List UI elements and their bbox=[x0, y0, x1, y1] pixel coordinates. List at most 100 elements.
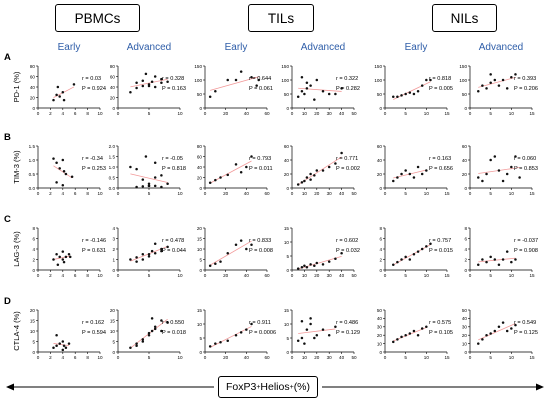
panel-0-0-ytick-label-2: 40 bbox=[30, 85, 36, 90]
panel-3-0-point-7 bbox=[55, 333, 58, 337]
panel-1-5-xtick-label-2: 10 bbox=[509, 191, 515, 196]
panel-0-0-ytick-label-3: 60 bbox=[30, 74, 36, 79]
panel-3-4-xtick-label-3: 15 bbox=[444, 355, 450, 360]
panel-0-4-p-value: P = 0.005 bbox=[429, 86, 453, 92]
panel-2-0-xtick-label-3: 6 bbox=[74, 273, 77, 278]
panel-3-5-point-6 bbox=[501, 321, 505, 324]
panel-1-5-xtick-label-0: 0 bbox=[469, 191, 472, 196]
panel-2-4-xtick-label-0: 0 bbox=[384, 273, 387, 278]
panel-3-1-point-5 bbox=[153, 325, 157, 329]
panel-1-0-point-0 bbox=[52, 157, 55, 160]
panel-3-2-xtick-label-0: 0 bbox=[204, 355, 207, 360]
panel-1-3-ytick-label-0: 0 bbox=[286, 186, 289, 191]
panel-1-2-point-5 bbox=[239, 171, 243, 174]
panel-2-3-point-9 bbox=[334, 257, 337, 261]
panel-0-4-ytick-label-2: 100 bbox=[374, 78, 382, 83]
panel-1-4-point-6 bbox=[416, 165, 420, 169]
panel-2-4-point-2 bbox=[400, 258, 403, 261]
panel-3-3-point-10 bbox=[300, 319, 304, 323]
panel-2-2-point-4 bbox=[234, 243, 238, 247]
panel-0-4-ytick-label-1: 50 bbox=[377, 92, 383, 97]
panel-0-0-point-1 bbox=[55, 93, 58, 97]
arrow-head-left bbox=[6, 383, 14, 391]
panel-1-3-xtick-label-0: 0 bbox=[291, 191, 294, 196]
panel-3-1-point-0 bbox=[129, 346, 132, 350]
panel-1-5-p-value: P = 0.853 bbox=[514, 166, 538, 172]
panel-1-2-xtick-label-1: 20 bbox=[223, 191, 229, 196]
panel-0-1-point-6 bbox=[160, 77, 163, 81]
panel-3-5-point-7 bbox=[505, 329, 509, 333]
panel-2-3-p-value: P = 0.032 bbox=[336, 248, 360, 254]
panel-2-2-point-6 bbox=[245, 247, 248, 251]
panel-2-3-xtick-label-1: 10 bbox=[302, 273, 308, 278]
panel-3-3-ytick-label-2: 10 bbox=[284, 322, 290, 327]
panel-3-5-xtick-label-2: 10 bbox=[509, 355, 515, 360]
panel-0-2-ytick-label-0: 0 bbox=[199, 106, 202, 111]
panel-2-5-ytick-label-0: 0 bbox=[464, 268, 467, 273]
panel-2-0-fit-line bbox=[53, 255, 71, 260]
panel-2-0-point-2 bbox=[58, 255, 61, 259]
panel-1-3-r-value: r = 0.771 bbox=[336, 156, 358, 162]
panel-3-2-p-value: P = 0.0006 bbox=[249, 330, 276, 336]
panel-3-2-fit-line bbox=[209, 326, 252, 348]
panel-0-4-point-9 bbox=[429, 78, 432, 82]
panel-2-5-ytick-label-3: 6 bbox=[464, 236, 467, 241]
panel-1-3-xtick-label-3: 30 bbox=[327, 191, 333, 196]
panel-1-0-xtick-label-5: 10 bbox=[97, 191, 103, 196]
group-label-tils: TILs bbox=[248, 4, 314, 32]
panel-1-3-xtick-label-1: 10 bbox=[302, 191, 308, 196]
panel-3-0-xtick-label-4: 8 bbox=[86, 355, 89, 360]
panel-3-1-point-2 bbox=[141, 340, 145, 343]
panel-1-5-xtick-label-1: 5 bbox=[489, 191, 492, 196]
panel-0-1-point-10 bbox=[153, 75, 157, 78]
panel-2-1-point-9 bbox=[147, 253, 151, 256]
panel-1-1-point-13 bbox=[144, 155, 148, 158]
panel-2-4-xtick-label-1: 5 bbox=[404, 273, 407, 278]
panel-2-5-point-8 bbox=[510, 260, 513, 264]
panel-3-3-point-1 bbox=[300, 336, 304, 340]
panel-0-5-r-value: r = 0.393 bbox=[514, 76, 536, 82]
panel-3-1-p-value: P = 0.018 bbox=[162, 330, 186, 336]
panel-3-1-xtick-label-2: 10 bbox=[177, 355, 183, 360]
panel-2-5-point-2 bbox=[485, 260, 488, 264]
panel-2-3-ytick-label-1: 5 bbox=[286, 254, 289, 259]
panel-3-1-point-11 bbox=[160, 329, 163, 333]
panel-2-2-ytick-label-0: 0 bbox=[199, 268, 202, 273]
panel-1-4-r-value: r = 0.163 bbox=[429, 156, 451, 162]
panel-1-1-xtick-label-1: 5 bbox=[148, 191, 151, 196]
panel-2-5-point-9 bbox=[514, 258, 517, 261]
panel-0-3-point-10 bbox=[340, 87, 343, 90]
x-axis-label-unit: (%) bbox=[293, 381, 311, 393]
panel-1-3-xtick-label-2: 20 bbox=[314, 191, 320, 196]
panel-3-2-point-2 bbox=[219, 340, 222, 344]
panel-2-0-ytick-label-0: 0 bbox=[32, 268, 35, 273]
panel-3-5-point-0 bbox=[477, 342, 480, 345]
panel-1-4-xtick-label-3: 15 bbox=[444, 191, 450, 196]
panel-0-2-xtick-label-0: 0 bbox=[204, 111, 207, 116]
panel-0-2-point-1 bbox=[214, 89, 217, 93]
panel-1-1-point-12 bbox=[166, 182, 169, 186]
panel-0-2-point-3 bbox=[234, 78, 238, 82]
panel-2-1-xtick-label-2: 10 bbox=[177, 273, 183, 278]
panel-3-1-xtick-label-0: 0 bbox=[117, 355, 120, 360]
panel-1-2-point-3 bbox=[226, 173, 229, 177]
panel-0-3-xtick-label-3: 30 bbox=[327, 111, 333, 116]
panel-1-1-r-value: r = -0.05 bbox=[162, 156, 183, 162]
panel-0-2-xtick-label-1: 20 bbox=[223, 111, 229, 116]
panel-1-1-point-10 bbox=[153, 184, 157, 188]
panel-1-4-point-1 bbox=[396, 176, 399, 179]
panel-2-4-point-5 bbox=[412, 253, 416, 256]
panel-0-2-point-6 bbox=[257, 78, 260, 82]
panel-3-3-point-0 bbox=[296, 339, 300, 343]
panel-0-2-p-value: P = 0.061 bbox=[249, 86, 273, 92]
panel-2-0-p-value: P = 0.631 bbox=[82, 248, 106, 254]
panel-2-2-ytick-label-2: 10 bbox=[197, 247, 203, 252]
panel-0-3-point-6 bbox=[315, 78, 319, 82]
panel-0-3-ytick-label-2: 100 bbox=[281, 78, 289, 83]
panel-2-1-p-value: P = 0.044 bbox=[162, 248, 186, 254]
panel-3-3-xtick-label-1: 10 bbox=[302, 355, 308, 360]
panel-0-1-r-value: r = 0.328 bbox=[162, 76, 184, 82]
panel-2-0-point-3 bbox=[61, 250, 65, 253]
panel-0-3-xtick-label-0: 0 bbox=[291, 111, 294, 116]
panel-2-1-point-8 bbox=[141, 258, 145, 261]
